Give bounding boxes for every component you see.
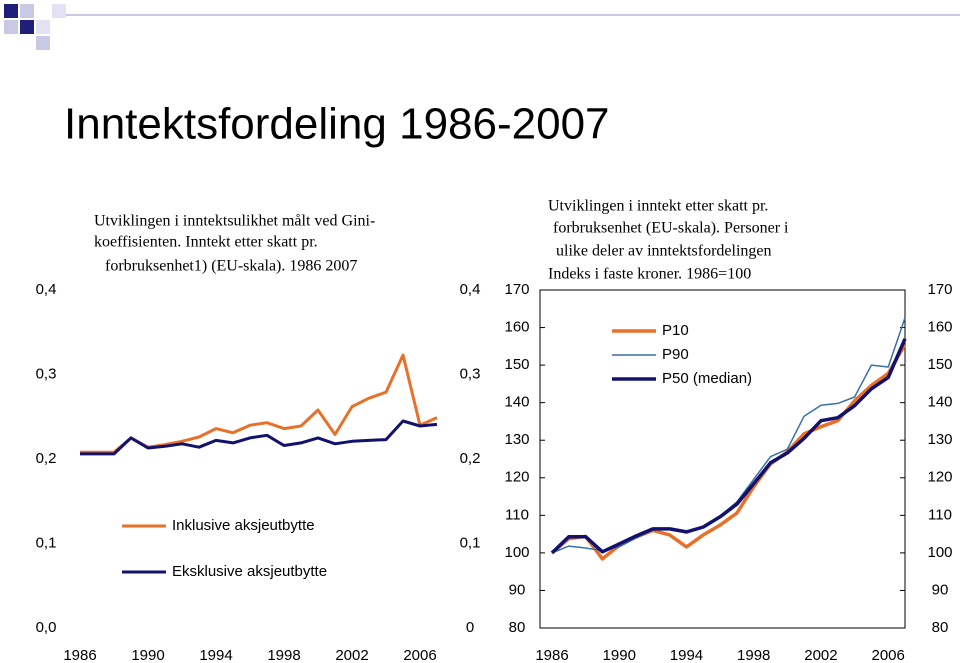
- y2-tick-label: 150: [927, 356, 952, 373]
- x-tick-label: 2002: [804, 647, 837, 663]
- y-tick-label: 0,3: [36, 365, 57, 382]
- deco-square: [4, 4, 18, 18]
- x-tick-label: 2006: [403, 647, 436, 663]
- legend-label: P10: [662, 322, 689, 339]
- x-tick-label: 1998: [737, 647, 770, 663]
- y2-tick-label: 0,4: [460, 281, 481, 298]
- chart-title: ulike deler av inntektsfordelingen: [556, 243, 771, 260]
- chart-title: forbruksenhet (EU-skala). Personer i: [553, 220, 789, 237]
- slide-title: Inntektsfordeling 1986-2007: [64, 100, 610, 149]
- x-tick-label: 1986: [535, 647, 568, 663]
- y2-tick-label: 80: [932, 619, 949, 636]
- y-tick-label: 90: [509, 581, 526, 598]
- y-tick-label: 0,2: [36, 450, 57, 467]
- deco-rule: [66, 14, 960, 16]
- chart-title: koeffisienten. Inntekt etter skatt pr.: [94, 234, 318, 251]
- chart-title: Utviklingen i inntektsulikhet målt ved G…: [94, 213, 375, 230]
- chart-title: Indeks i faste kroner. 1986=100: [548, 266, 751, 283]
- x-tick-label: 1990: [131, 647, 164, 663]
- deco-square: [36, 36, 50, 50]
- x-tick-label: 1998: [267, 647, 300, 663]
- x-tick-label: 2006: [872, 647, 905, 663]
- y-tick-label: 140: [504, 394, 529, 411]
- y2-tick-label: 0,1: [460, 534, 481, 551]
- y-tick-label: 0,1: [36, 534, 57, 551]
- x-tick-label: 1990: [603, 647, 636, 663]
- legend-label: Inklusive aksjeutbytte: [172, 517, 315, 534]
- y-tick-label: 0,0: [36, 619, 57, 636]
- deco-square: [52, 4, 66, 18]
- y2-tick-label: 120: [927, 469, 952, 486]
- x-tick-label: 2002: [335, 647, 368, 663]
- legend-label: P50 (median): [662, 370, 752, 387]
- x-tick-label: 1994: [199, 647, 232, 663]
- chart-title: forbruksenhet1) (EU-skala). 1986 2007: [105, 258, 357, 275]
- y-tick-label: 160: [504, 319, 529, 336]
- x-tick-label: 1986: [63, 647, 96, 663]
- y2-tick-label: 0: [466, 619, 474, 636]
- y-tick-label: 0,4: [36, 281, 57, 298]
- decoration: [4, 4, 960, 50]
- y-tick-label: 80: [509, 619, 526, 636]
- y2-tick-label: 0,3: [460, 365, 481, 382]
- deco-square: [20, 20, 34, 34]
- y-tick-label: 120: [504, 469, 529, 486]
- series-line: [80, 419, 438, 456]
- y-tick-label: 110: [505, 506, 529, 523]
- series-line: [550, 338, 907, 555]
- y2-tick-label: 110: [928, 506, 952, 523]
- x-tick-label: 1994: [670, 647, 703, 663]
- legend-label: P90: [662, 346, 689, 363]
- deco-square: [36, 20, 50, 34]
- plot-frame: [539, 289, 906, 629]
- y2-tick-label: 100: [927, 544, 952, 561]
- legend-label: Eksklusive aksjeutbytte: [172, 563, 327, 580]
- y-tick-label: 170: [504, 281, 529, 298]
- deco-square: [4, 20, 18, 34]
- y2-tick-label: 170: [927, 281, 952, 298]
- y2-tick-label: 0,2: [460, 450, 481, 467]
- chart-title: Utviklingen i inntekt etter skatt pr.: [548, 198, 768, 215]
- y2-tick-label: 140: [927, 394, 952, 411]
- deco-square: [20, 4, 34, 18]
- y2-tick-label: 90: [932, 581, 949, 598]
- y-tick-label: 150: [504, 356, 529, 373]
- y-tick-label: 130: [504, 431, 529, 448]
- y-tick-label: 100: [504, 544, 529, 561]
- y2-tick-label: 160: [927, 319, 952, 336]
- y2-tick-label: 130: [927, 431, 952, 448]
